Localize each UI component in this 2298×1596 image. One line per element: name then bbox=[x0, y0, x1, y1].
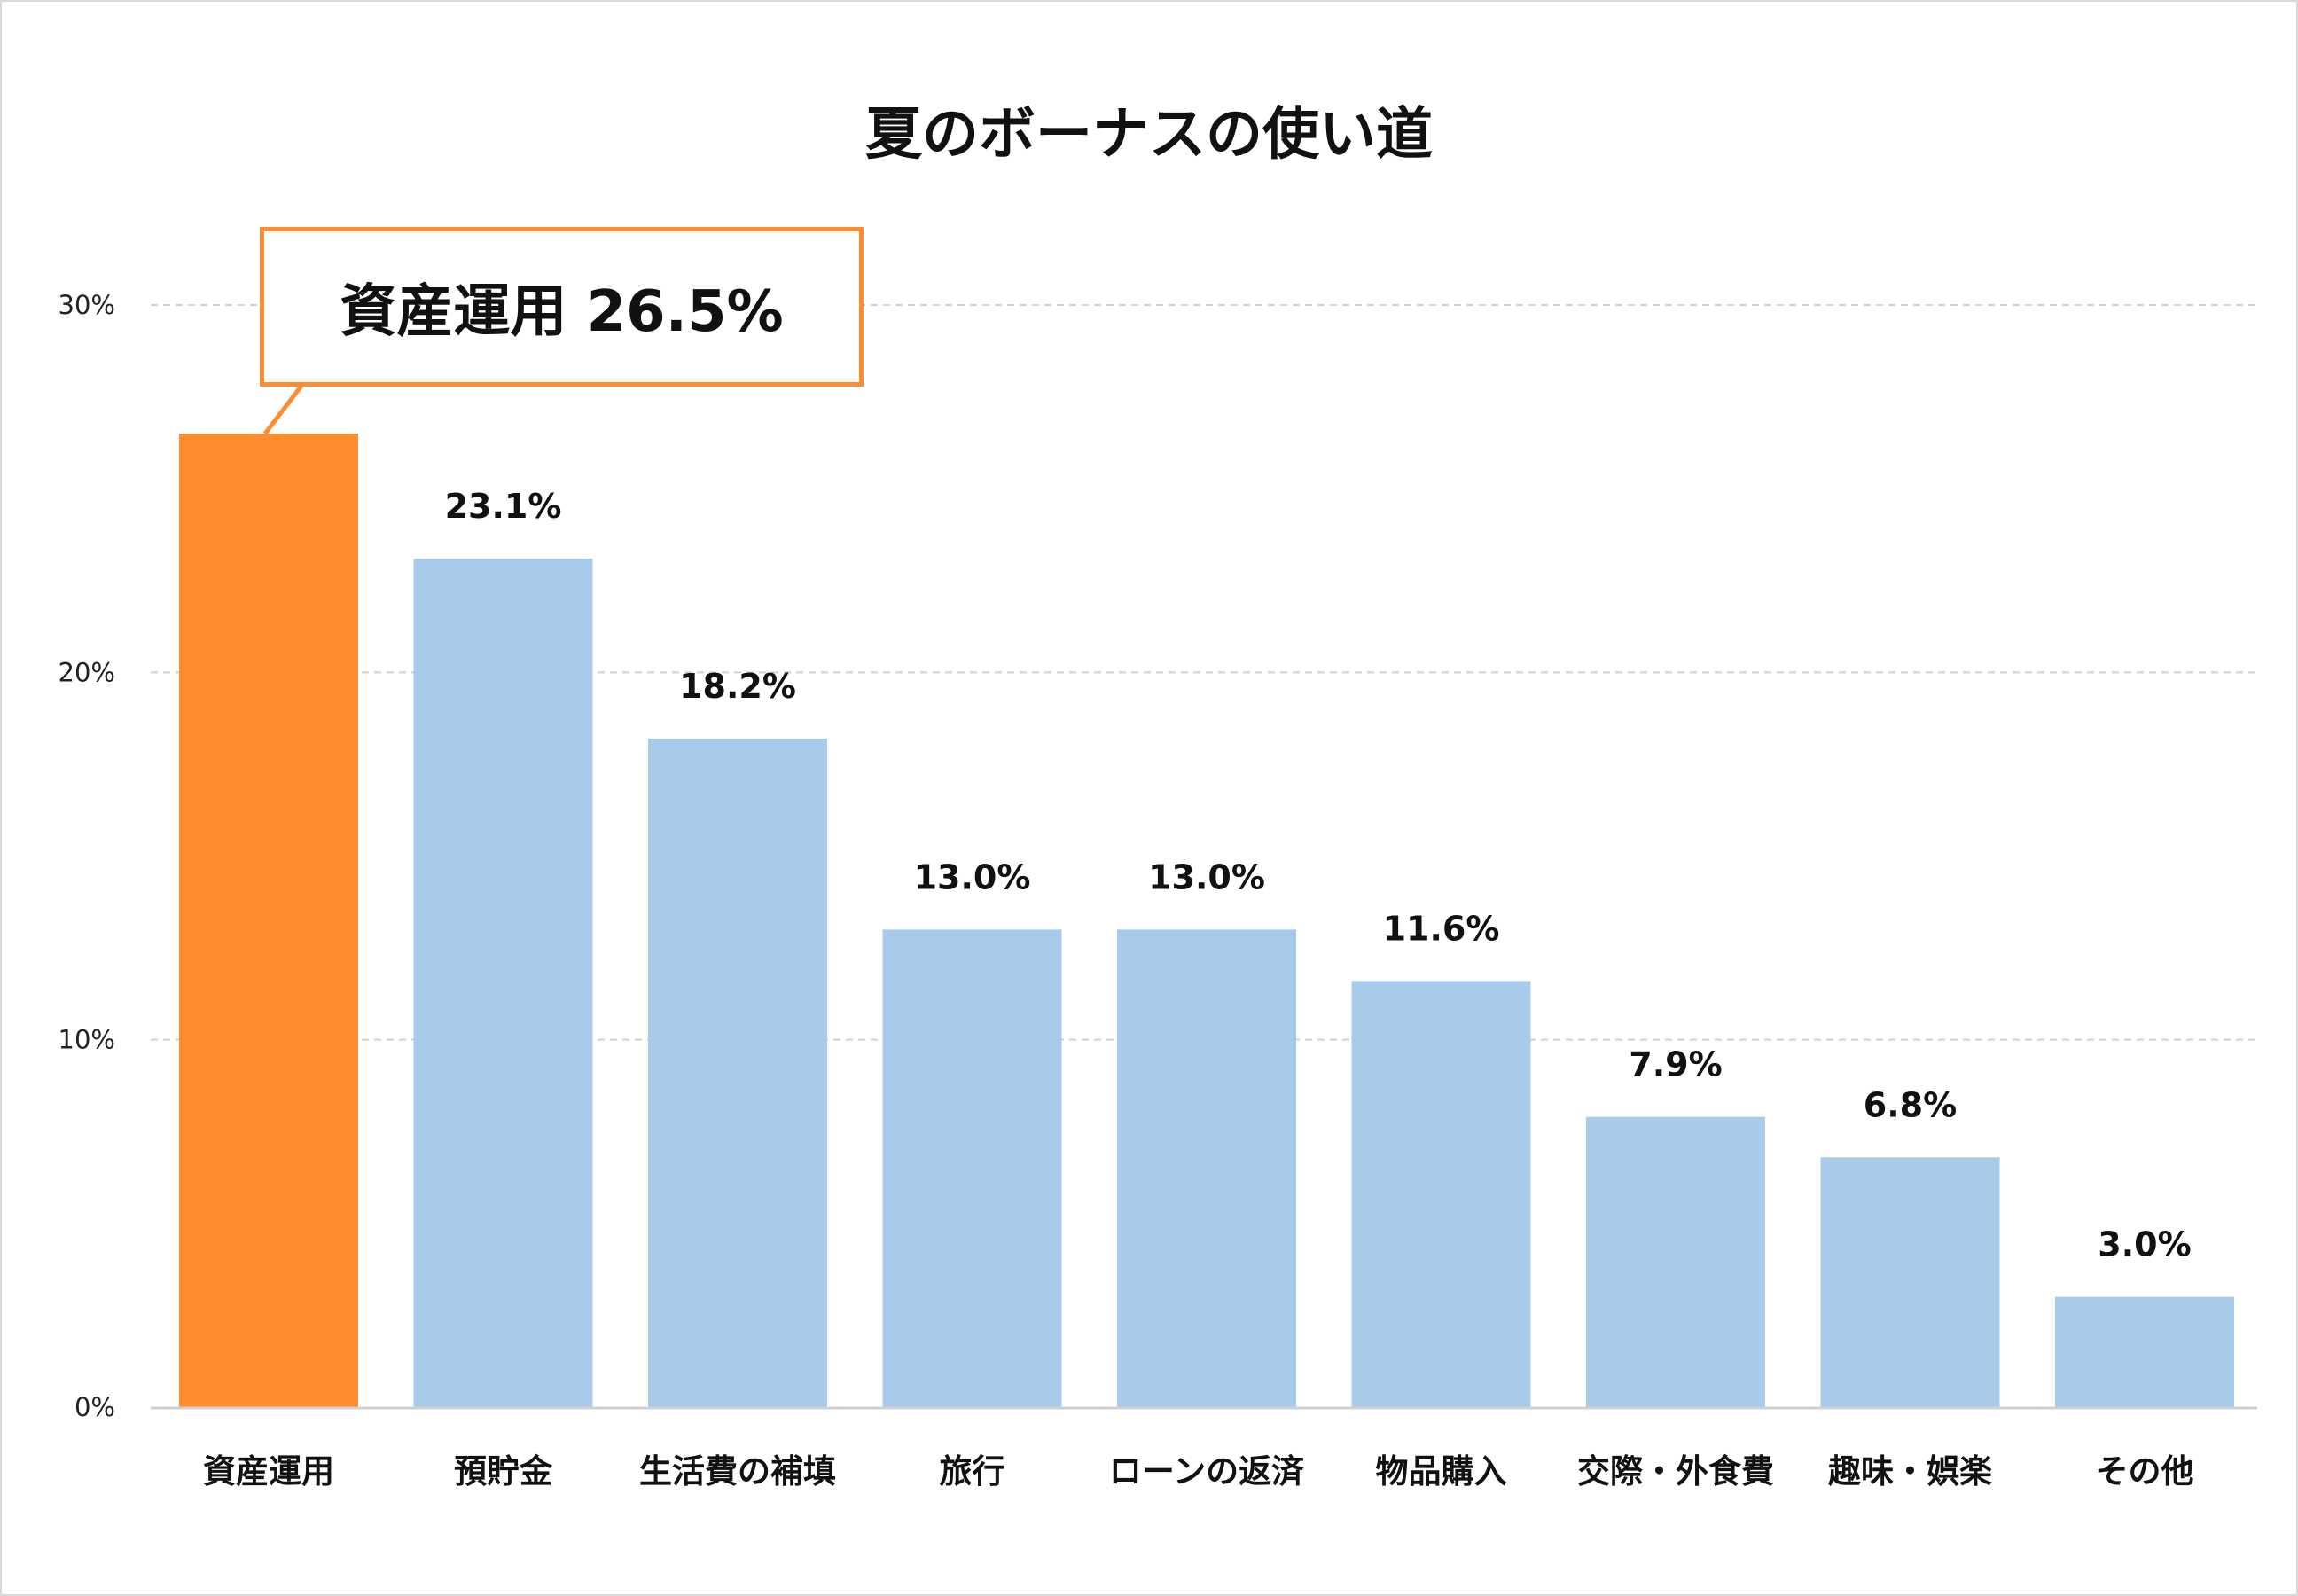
category-label: 旅行 bbox=[940, 1452, 1005, 1490]
category-label: ローンの返済 bbox=[1109, 1452, 1305, 1490]
category-label: 預貯金 bbox=[454, 1452, 553, 1490]
y-tick-label: 30% bbox=[59, 290, 115, 320]
category-label: 物品購入 bbox=[1376, 1452, 1507, 1490]
category-label: 趣味・娯楽 bbox=[1828, 1452, 1992, 1490]
value-label: 13.0% bbox=[914, 857, 1031, 896]
bar bbox=[1351, 981, 1531, 1407]
value-label: 13.0% bbox=[1148, 857, 1265, 896]
bar bbox=[179, 434, 358, 1408]
bar bbox=[1117, 929, 1296, 1407]
bar bbox=[413, 558, 593, 1407]
bar bbox=[2055, 1296, 2234, 1407]
bar bbox=[882, 929, 1062, 1407]
category-label: 資産運用 bbox=[203, 1452, 334, 1490]
category-label: 交際・外食費 bbox=[1577, 1452, 1774, 1490]
callout-leader-line bbox=[263, 379, 307, 435]
category-label: 生活費の補填 bbox=[639, 1452, 836, 1490]
category-label: その他 bbox=[2096, 1452, 2194, 1490]
chart-title: 夏のボーナスの使い道 bbox=[865, 102, 1433, 168]
value-label: 18.2% bbox=[679, 667, 796, 706]
value-label: 23.1% bbox=[445, 487, 562, 526]
bar bbox=[1586, 1116, 1765, 1407]
bar bbox=[648, 738, 827, 1407]
value-label: 7.9% bbox=[1629, 1045, 1722, 1084]
bar bbox=[1820, 1157, 2000, 1407]
highlight-callout: 資産運用 26.5% bbox=[260, 227, 864, 387]
y-tick-label: 0% bbox=[74, 1392, 115, 1422]
value-label: 3.0% bbox=[2098, 1225, 2191, 1264]
value-label: 11.6% bbox=[1383, 909, 1500, 948]
value-label: 6.8% bbox=[1864, 1085, 1957, 1124]
y-tick-label: 20% bbox=[59, 657, 115, 687]
y-tick-label: 10% bbox=[59, 1025, 115, 1055]
